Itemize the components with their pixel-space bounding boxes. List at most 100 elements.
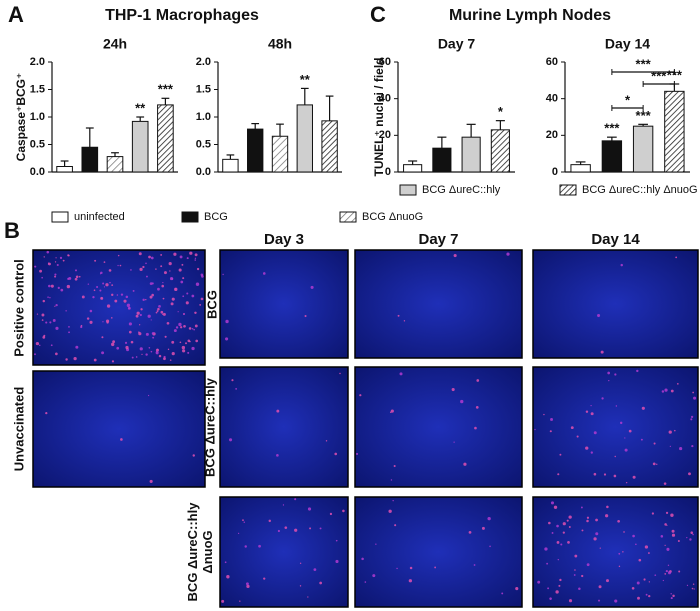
- legend-swatch: [559, 184, 577, 196]
- micrograph-signal: [49, 321, 52, 324]
- micrograph-signal: [636, 581, 640, 585]
- micrograph-signal: [119, 264, 122, 267]
- micrograph-signal: [163, 271, 167, 275]
- micrograph-signal: [623, 531, 625, 533]
- significance: **: [135, 100, 146, 115]
- column-header: Day 14: [591, 231, 640, 248]
- chart-title: Day 7: [438, 36, 476, 52]
- micrograph-signal: [690, 531, 694, 534]
- micrograph-signal: [193, 328, 195, 331]
- row-label: Positive control: [11, 259, 26, 357]
- micrograph-signal: [55, 303, 58, 307]
- micrograph-signal: [686, 537, 688, 539]
- micrograph-signal: [182, 349, 186, 353]
- micrograph-signal: [560, 543, 563, 546]
- micrograph-signal: [555, 590, 559, 594]
- y-tick-label: 2.0: [196, 56, 211, 68]
- micrograph-signal: [645, 593, 648, 596]
- micrograph-signal: [194, 259, 197, 261]
- y-tick-label: 60: [546, 56, 558, 68]
- micrograph-signal: [139, 347, 143, 351]
- micrograph-signal: [690, 415, 694, 418]
- micrograph-signal: [126, 303, 131, 308]
- micrograph-signal: [180, 326, 183, 329]
- micrograph-signal: [359, 394, 362, 397]
- micrograph-signal: [177, 311, 179, 313]
- micrograph-signal: [66, 284, 71, 289]
- micrograph-signal: [463, 462, 467, 466]
- micrograph-signal: [151, 332, 155, 335]
- micrograph-signal: [174, 287, 178, 292]
- micrograph-signal: [166, 321, 170, 325]
- micrograph-signal: [667, 571, 672, 575]
- micrograph-signal: [158, 354, 162, 358]
- micrograph-signal: [599, 547, 601, 549]
- micrograph-signal: [75, 345, 79, 349]
- y-tick-label: 60: [379, 56, 391, 68]
- micrograph-signal: [375, 543, 377, 545]
- micrograph-signal: [162, 312, 166, 316]
- micrograph-signal: [55, 257, 57, 259]
- row-label: Unvaccinated: [11, 387, 26, 472]
- legend-swatch: [339, 211, 357, 223]
- micrograph-signal: [692, 533, 694, 536]
- micrograph-signal: [686, 584, 689, 587]
- micrograph-signal: [75, 275, 79, 279]
- micrograph-signal: [598, 585, 602, 589]
- micrograph-signal: [553, 505, 558, 509]
- micrograph-signal: [643, 578, 646, 581]
- micrograph-signal: [548, 521, 551, 525]
- micrograph-signal: [55, 352, 58, 356]
- micrograph-signal: [101, 351, 105, 355]
- micrograph-signal: [636, 369, 639, 373]
- micrograph-signal: [226, 575, 230, 579]
- significance: *: [625, 92, 631, 107]
- micrograph-signal: [559, 453, 562, 456]
- micrograph-signal: [191, 294, 195, 298]
- micrograph-signal: [74, 277, 78, 281]
- micrograph-signal: [101, 336, 104, 339]
- micrograph-signal: [390, 479, 393, 481]
- micrograph-signal: [667, 564, 670, 566]
- micrograph-signal: [501, 592, 504, 595]
- micrograph-signal: [41, 276, 43, 279]
- micrograph-signal: [169, 276, 174, 281]
- panel-label: C: [370, 2, 386, 27]
- micrograph-signal: [171, 297, 175, 301]
- micrograph-signal: [145, 298, 147, 301]
- micrograph-signal: [111, 342, 115, 347]
- micrograph-signal: [59, 256, 63, 260]
- micrograph-signal: [200, 273, 204, 277]
- micrograph-signal: [653, 442, 656, 445]
- micrograph-signal: [622, 551, 624, 553]
- bar: [570, 164, 591, 173]
- micrograph-signal: [263, 577, 266, 580]
- micrograph-signal: [56, 263, 59, 267]
- micrograph-signal: [282, 504, 285, 506]
- micrograph-signal: [171, 352, 175, 356]
- micrograph-signal: [186, 257, 189, 260]
- micrograph-signal: [549, 430, 552, 433]
- micrograph-signal: [182, 295, 185, 298]
- micrograph-signal: [277, 529, 281, 533]
- micrograph-signal: [635, 543, 637, 546]
- bar: [461, 136, 481, 173]
- micrograph-signal: [195, 282, 200, 286]
- micrograph-signal: [651, 512, 655, 515]
- micrograph-signal: [178, 322, 182, 327]
- micrograph-signal: [562, 522, 566, 526]
- significance: ***: [604, 121, 620, 136]
- micrograph-signal: [309, 527, 312, 530]
- micrograph-signal: [149, 295, 153, 299]
- micrograph-signal: [648, 552, 650, 554]
- micrograph-signal: [155, 268, 157, 270]
- micrograph-signal: [150, 350, 153, 353]
- micrograph-signal: [167, 348, 170, 351]
- micrograph-signal: [135, 356, 138, 358]
- micrograph-signal: [169, 359, 172, 361]
- micrograph-signal: [566, 519, 569, 522]
- micrograph-signal: [614, 599, 618, 603]
- micrograph-signal: [396, 567, 398, 570]
- micrograph-signal: [534, 428, 536, 431]
- bar: [271, 135, 289, 173]
